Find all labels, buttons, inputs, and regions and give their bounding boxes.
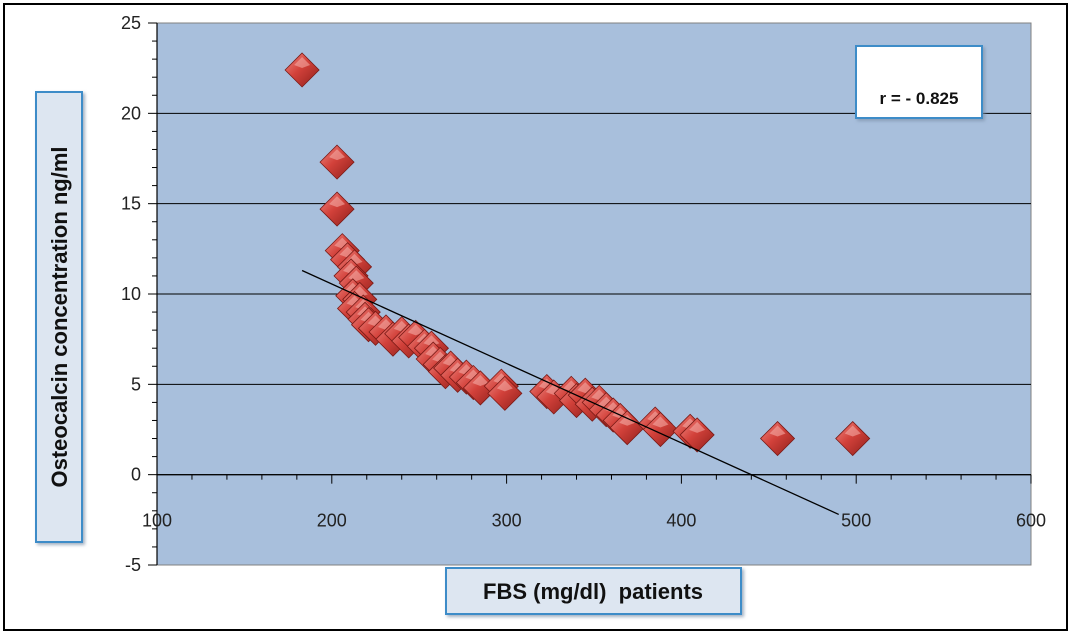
data-points (284, 52, 871, 457)
diamond-highlight (329, 149, 346, 161)
x-tick-label: 100 (142, 511, 172, 531)
data-point (319, 191, 355, 227)
diamond-highlight (294, 56, 311, 68)
diamond-marker (487, 375, 523, 411)
diamond-highlight (329, 196, 346, 208)
data-point (835, 420, 871, 457)
y-tick-label: 20 (121, 103, 141, 123)
y-tick-label: 15 (121, 194, 141, 214)
diamond-highlight (348, 270, 365, 282)
diamond-highlight (652, 416, 669, 428)
x-axis-title-box (445, 567, 742, 615)
x-tick-label: 500 (841, 511, 871, 531)
y-tick-label: 0 (131, 465, 141, 485)
diamond-marker (759, 420, 796, 457)
diamond-marker (679, 417, 715, 453)
tick-marks (148, 22, 1032, 566)
y-tick-label: 25 (121, 13, 141, 33)
y-axis-title-box (35, 91, 83, 543)
y-tick-label: 5 (131, 374, 141, 394)
x-tick-label: 600 (1016, 511, 1046, 531)
diamond-marker (642, 411, 678, 448)
x-axis-label: FBS (mg/dl) patients (483, 579, 703, 604)
diamond-marker (835, 420, 871, 457)
x-tick-label: 400 (666, 511, 696, 531)
diamond-marker (284, 52, 320, 88)
diamond-marker (319, 144, 355, 180)
x-tick-label: 200 (317, 511, 347, 531)
diamond-marker (609, 410, 645, 446)
data-point (759, 420, 796, 457)
diamond-highlight (619, 414, 636, 426)
data-point (319, 144, 355, 180)
annotation-text: r = - 0.825 (880, 89, 959, 108)
diamond-highlight (407, 324, 424, 336)
correlation-annotation: r = - 0.825 (855, 45, 983, 119)
diamond-highlight (496, 380, 513, 392)
x-tick-label: 300 (492, 511, 522, 531)
data-point (642, 411, 678, 448)
y-axis-title: Osteocalcin concentration ng/ml (35, 91, 83, 543)
data-point (609, 410, 645, 446)
data-point (487, 375, 523, 411)
diamond-marker (319, 191, 355, 227)
x-axis-title: FBS (mg/dl) patients (445, 567, 742, 615)
diamond-highlight (472, 374, 489, 386)
trendline (301, 269, 839, 516)
diamond-highlight (423, 335, 440, 347)
trendline-group (301, 269, 839, 516)
data-point (679, 417, 715, 453)
diamond-highlight (689, 421, 706, 433)
diamond-highlight (844, 425, 861, 437)
diamond-highlight (769, 425, 786, 437)
annotation-box (855, 45, 983, 119)
y-tick-label: -5 (125, 555, 141, 575)
y-tick-label: 10 (121, 284, 141, 304)
data-point (284, 52, 320, 88)
y-axis-label: Osteocalcin concentration ng/ml (47, 146, 72, 487)
tick-labels: -5 0 5 10 15 20 25 100 200 300 400 500 600 (121, 13, 1046, 575)
